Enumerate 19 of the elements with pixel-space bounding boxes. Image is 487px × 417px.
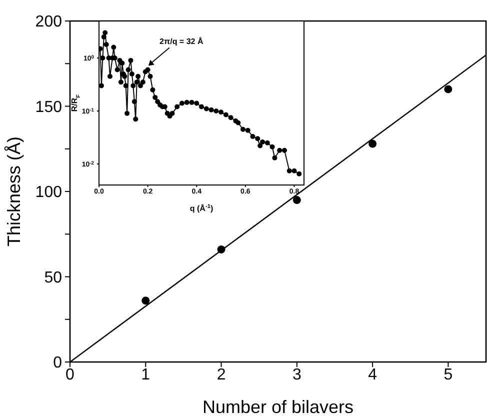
y-tick-label: 150: [35, 98, 62, 116]
point: [444, 85, 452, 94]
y-axis-title: Thickness (Å): [4, 136, 24, 247]
y-tick-label: 200: [35, 14, 62, 31]
point: [292, 196, 301, 204]
x-tick-label: 4: [368, 366, 378, 384]
point: [142, 296, 150, 305]
y-tick-label: 0: [53, 354, 62, 372]
y-tick-label: 100: [35, 184, 62, 202]
x-axis-title: Number of bilavers: [202, 397, 354, 417]
x-tick-label: 1: [141, 366, 150, 384]
y-tick-label: 50: [44, 269, 62, 286]
x-tick-label: 2: [216, 366, 226, 384]
x-tick-label: 0: [66, 366, 75, 384]
point: [368, 140, 377, 148]
annotation: 2π/q = 32 Å: [160, 36, 204, 46]
x-tick-label: 3: [292, 366, 302, 384]
x-axis-title: q (Å$^{-1}$): [190, 203, 214, 213]
x-tick-label: 5: [444, 366, 453, 384]
